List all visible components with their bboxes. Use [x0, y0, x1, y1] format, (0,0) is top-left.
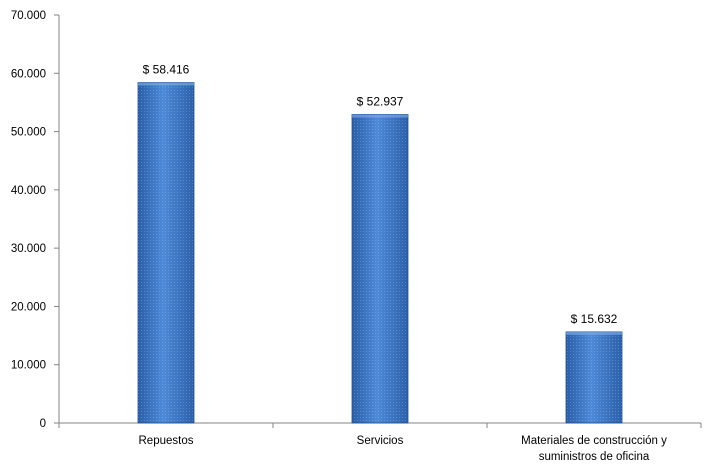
x-tick-label: suministros de oficina — [539, 451, 650, 463]
y-tick-label: 50.000 — [11, 127, 46, 139]
y-tick-label: 0 — [40, 418, 46, 430]
x-axis: Repuestos Servicios Materiales de construc… — [139, 435, 668, 463]
x-tick-label: Repuestos — [139, 435, 194, 447]
bars — [137, 82, 623, 424]
bar — [137, 82, 195, 424]
y-tick-label: 20.000 — [11, 301, 46, 313]
data-label: $ 52.937 — [357, 94, 404, 108]
bar-texture — [352, 114, 408, 423]
y-axis: 0 10.000 20.000 30.000 40.000 50.000 60.000 70.… — [11, 10, 59, 430]
bar-highlight — [352, 114, 408, 118]
x-tick-label: Materiales de construcción y — [521, 435, 667, 447]
y-tick-label: 30.000 — [11, 243, 46, 255]
y-tick-label: 70.000 — [11, 10, 46, 22]
bar-texture — [138, 82, 194, 423]
y-tick-label: 60.000 — [11, 68, 46, 80]
y-tick-label: 10.000 — [11, 360, 46, 372]
data-label: $ 15.632 — [571, 312, 618, 326]
bar — [351, 114, 409, 424]
bar-highlight — [566, 331, 622, 335]
bar-highlight — [138, 82, 194, 86]
bar — [565, 331, 623, 424]
x-tick-label: Servicios — [357, 435, 404, 447]
data-labels: $ 58.416 $ 52.937 $ 15.632 — [143, 63, 618, 326]
y-tick-label: 40.000 — [11, 185, 46, 197]
bar-texture — [566, 331, 622, 423]
data-label: $ 58.416 — [143, 63, 190, 77]
